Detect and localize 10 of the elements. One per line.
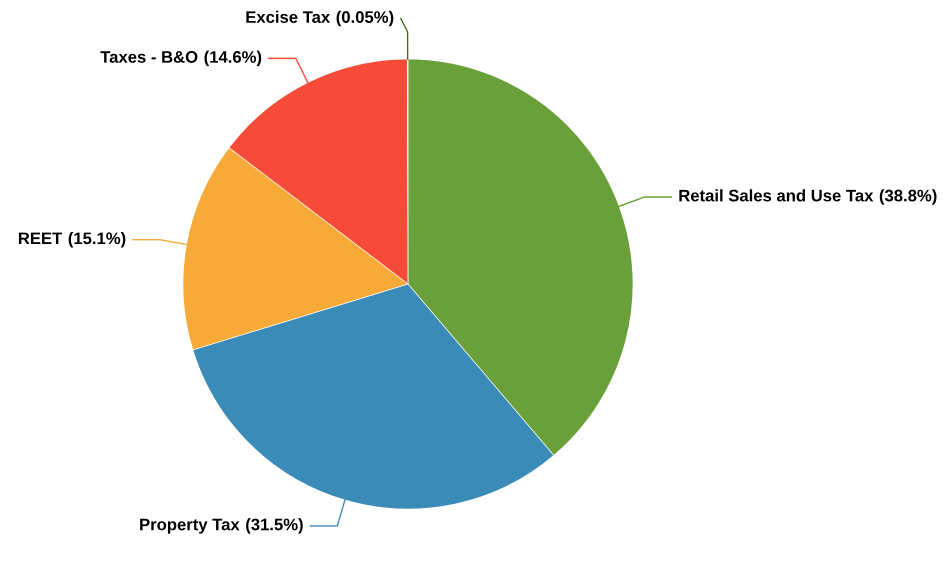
data-label: (14.6%)	[204, 50, 262, 66]
data-label: (15.1%)	[68, 232, 126, 248]
data-label: (31.5%)	[246, 518, 303, 534]
slice-label: Taxes - B&O	[100, 51, 198, 63]
data-label: (0.05%)	[336, 10, 394, 26]
slice-label: REET	[18, 232, 62, 244]
slice-label: Retail Sales and Use Tax	[679, 189, 874, 202]
slice-label: Property Tax	[140, 518, 240, 534]
data-label: (38.8%)	[880, 189, 936, 205]
slice-label: Excise Tax	[246, 10, 330, 23]
